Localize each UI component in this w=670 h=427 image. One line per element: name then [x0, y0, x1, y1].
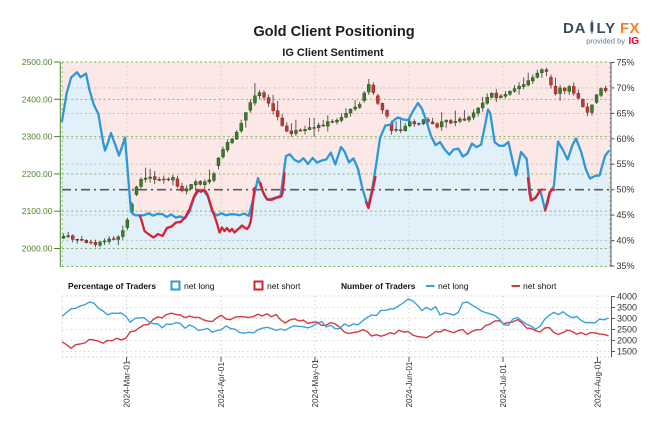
svg-text:65%: 65%: [617, 108, 635, 118]
svg-text:2100.00: 2100.00: [22, 206, 53, 216]
svg-text:2000.00: 2000.00: [22, 244, 53, 254]
svg-text:provided by: provided by: [586, 37, 625, 46]
svg-text:2000: 2000: [617, 336, 637, 346]
svg-text:2500: 2500: [617, 325, 637, 335]
svg-text:2024-Mar-01: 2024-Mar-01: [123, 360, 132, 407]
svg-text:55%: 55%: [617, 159, 635, 169]
svg-text:Percentage of Traders: Percentage of Traders: [68, 281, 156, 291]
svg-text:IG: IG: [629, 36, 640, 47]
svg-text:1500: 1500: [617, 347, 637, 357]
svg-text:45%: 45%: [617, 210, 635, 220]
svg-text:Gold Client Positioning: Gold Client Positioning: [253, 24, 414, 40]
svg-text:net short: net short: [523, 281, 557, 291]
svg-text:2024-May-01: 2024-May-01: [311, 359, 320, 408]
svg-text:75%: 75%: [617, 58, 635, 68]
svg-text:50%: 50%: [617, 185, 635, 195]
svg-text:2400.00: 2400.00: [22, 94, 53, 104]
svg-text:70%: 70%: [617, 83, 635, 93]
svg-text:2200.00: 2200.00: [22, 169, 53, 179]
svg-text:35%: 35%: [617, 261, 635, 271]
svg-text:3000: 3000: [617, 314, 637, 324]
svg-text:FX: FX: [620, 20, 640, 37]
svg-text:DA: DA: [563, 20, 586, 37]
svg-text:4000: 4000: [617, 292, 637, 302]
svg-text:net long: net long: [438, 281, 469, 291]
svg-text:2500.00: 2500.00: [22, 57, 53, 67]
svg-text:net short: net short: [267, 281, 301, 291]
svg-text:2024-Jul-01: 2024-Jul-01: [499, 364, 508, 408]
svg-text:IG Client Sentiment: IG Client Sentiment: [282, 47, 384, 59]
svg-text:net long: net long: [184, 281, 215, 291]
svg-text:2024-Apr-01: 2024-Apr-01: [217, 362, 226, 408]
svg-text:LY: LY: [597, 20, 616, 37]
svg-text:60%: 60%: [617, 134, 635, 144]
svg-text:2024-Jun-01: 2024-Jun-01: [405, 361, 414, 407]
svg-text:2024-Aug-01: 2024-Aug-01: [594, 360, 603, 408]
svg-text:Number of Traders: Number of Traders: [341, 281, 416, 291]
svg-text:40%: 40%: [617, 236, 635, 246]
svg-text:2300.00: 2300.00: [22, 132, 53, 142]
svg-text:3500: 3500: [617, 303, 637, 313]
